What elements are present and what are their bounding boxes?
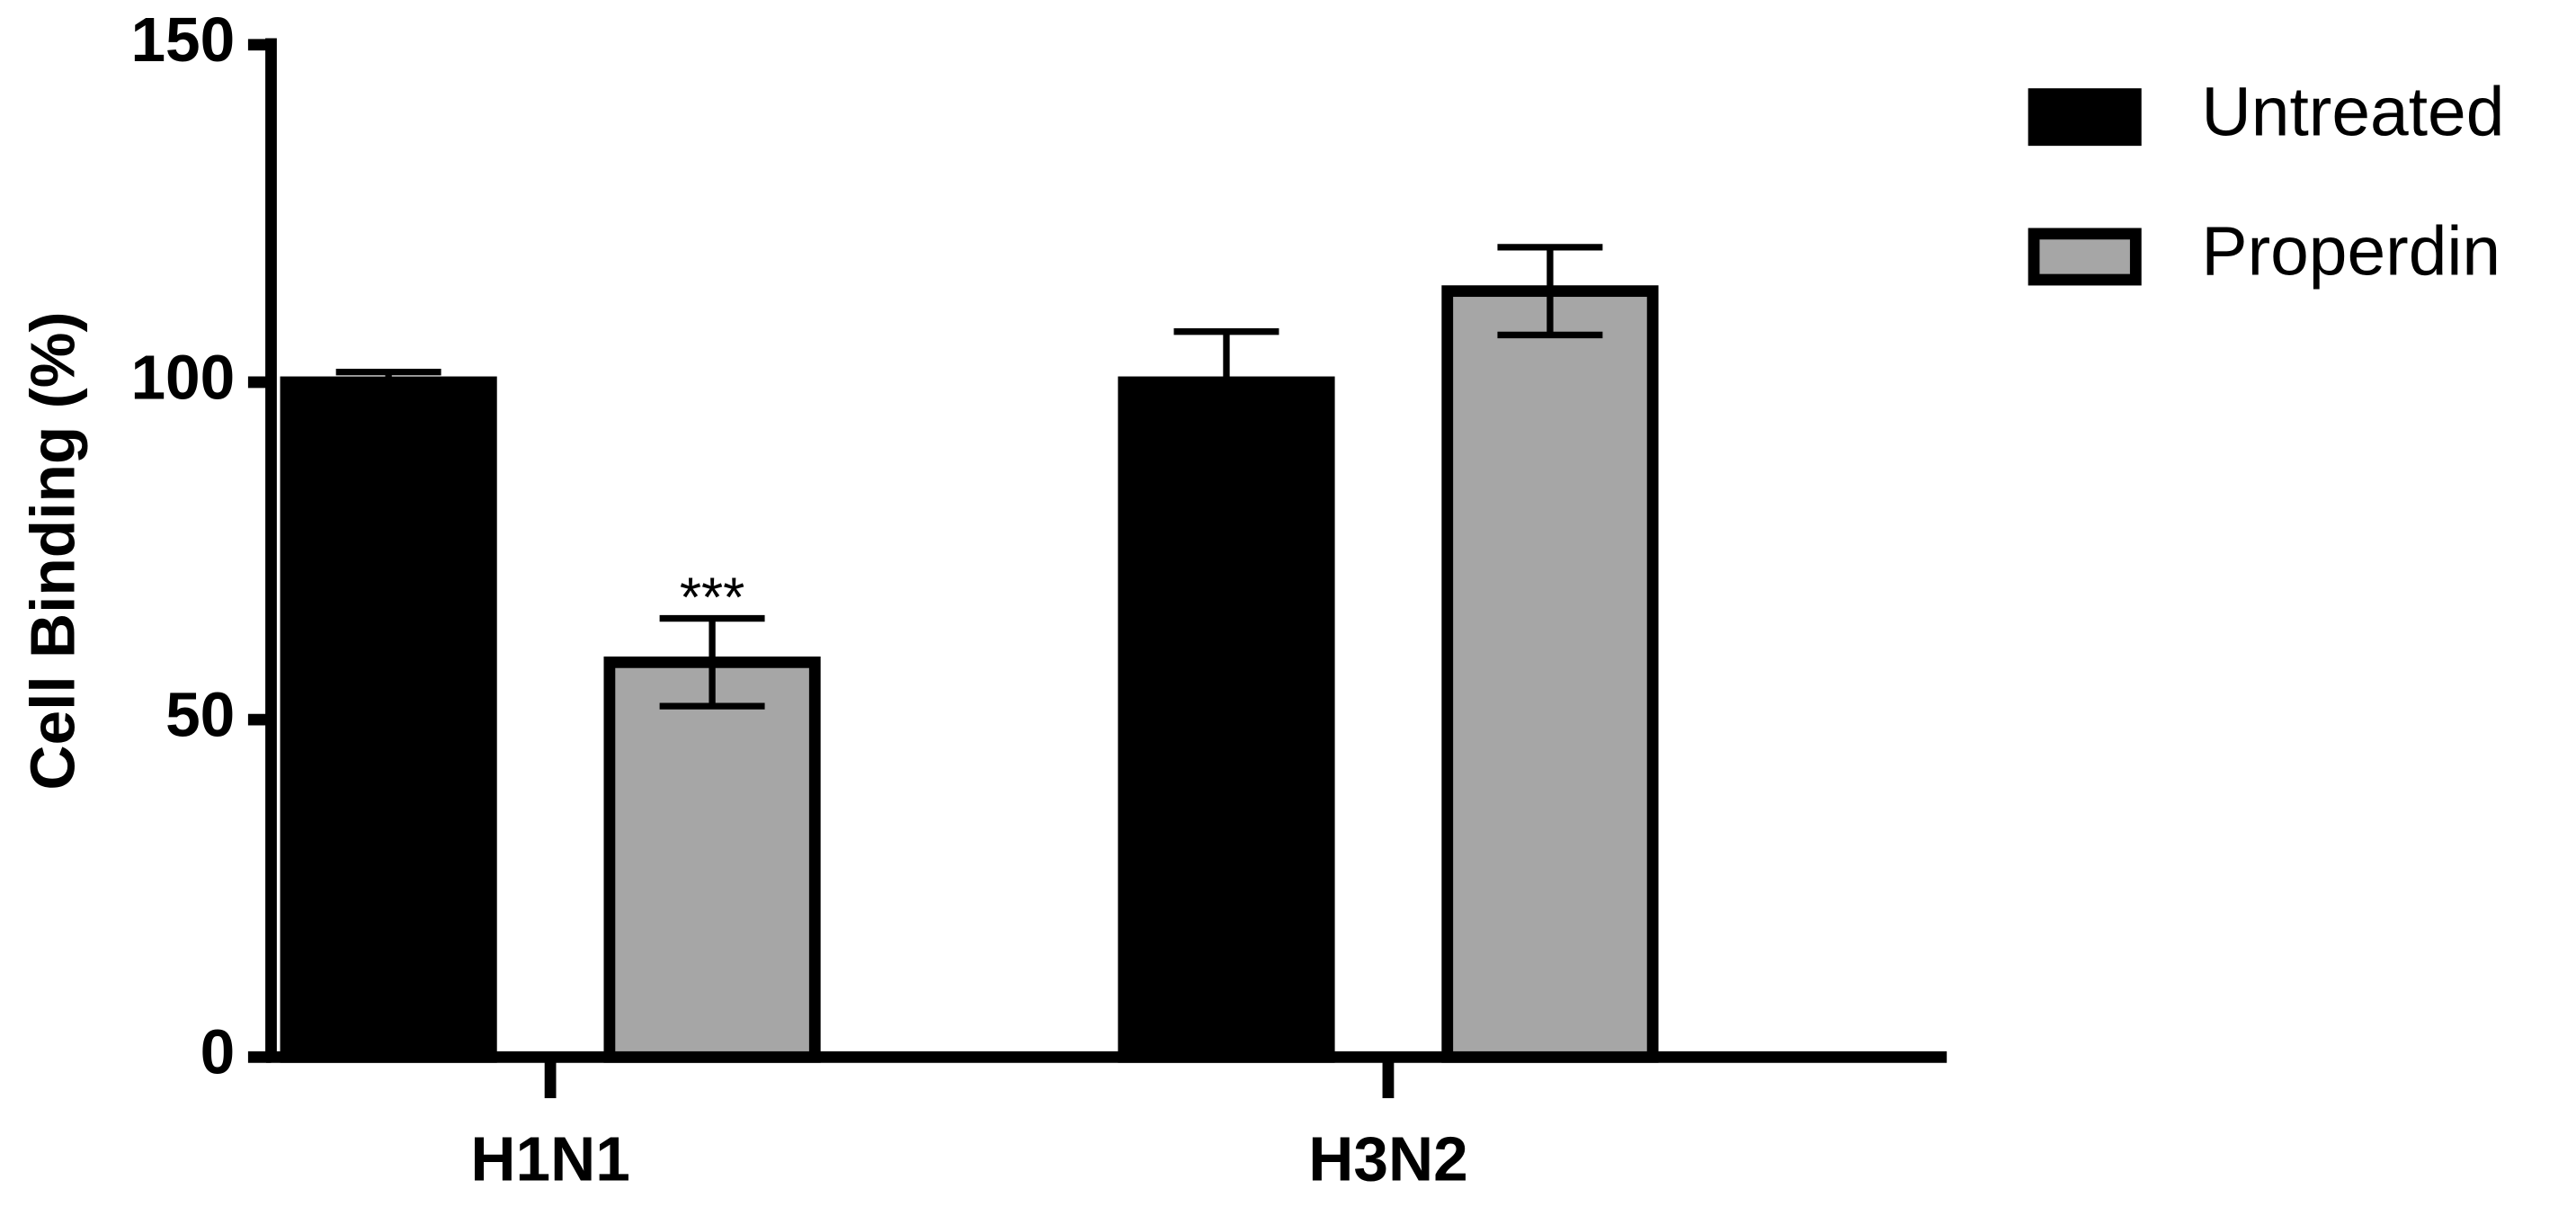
y-tick-label: 100: [130, 342, 235, 412]
y-tick-label: 50: [165, 679, 235, 749]
bar: [603, 656, 821, 1063]
bar: [1118, 376, 1335, 1063]
legend-swatch: [2028, 228, 2142, 286]
bar: [1441, 285, 1659, 1063]
y-tick-label: 150: [130, 4, 235, 75]
x-tick-label: H1N1: [470, 1123, 630, 1194]
legend-label: Properdin: [2201, 214, 2500, 291]
legend-swatch: [2028, 88, 2142, 147]
bar: [280, 376, 497, 1063]
significance-annotation: ***: [680, 568, 745, 630]
y-tick-label: 0: [201, 1017, 236, 1087]
x-tick-label: H3N2: [1308, 1123, 1467, 1194]
legend-label: Untreated: [2201, 74, 2504, 150]
y-axis-label: Cell Binding (%): [17, 311, 87, 790]
